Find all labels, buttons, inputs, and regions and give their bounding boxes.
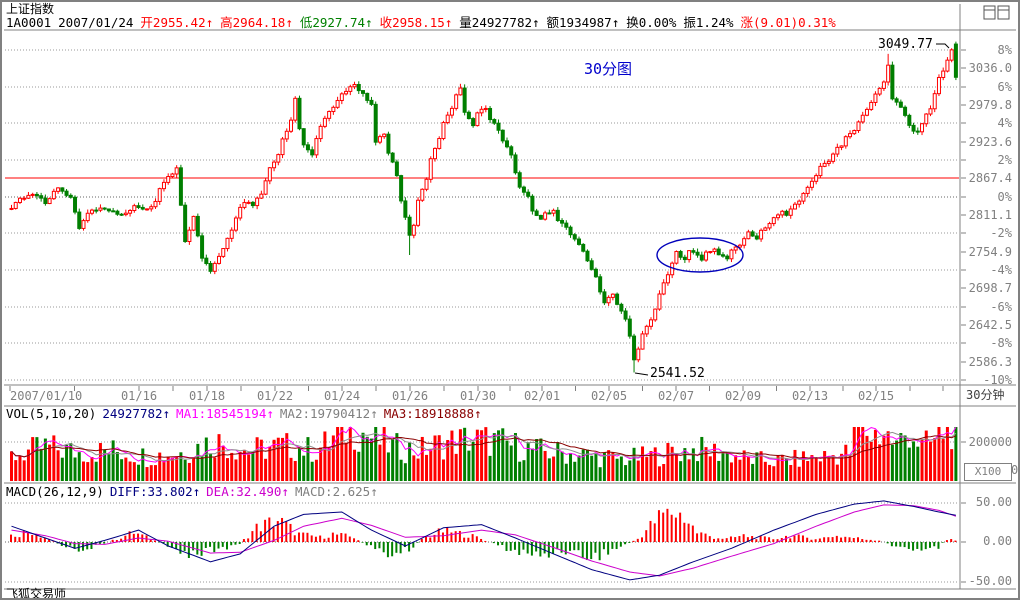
price-axis-label: 2754.9: [968, 245, 1012, 259]
price-axis-label: -4%: [990, 263, 1012, 277]
low-annotation-pointer: [634, 372, 649, 376]
candlestick-series[interactable]: [9, 41, 958, 373]
instrument-name: 上证指数: [6, 2, 55, 16]
volume-bars[interactable]: [10, 427, 958, 481]
macd-histogram[interactable]: [10, 508, 957, 561]
date-axis-label: 01/26: [391, 389, 429, 403]
quote-field: 2007/01/24: [58, 15, 134, 30]
high-price-annotation: 3049.77: [878, 37, 933, 52]
price-axis-label: 6%: [997, 80, 1012, 94]
date-axis-label: 02/07: [657, 389, 695, 403]
quote-field: 高2964.18↑: [220, 15, 293, 30]
price-axis-label: 2867.4: [968, 171, 1012, 185]
volume-indicator-field: MA1:18545194↑: [176, 406, 274, 421]
chart-type-annotation: 30分图: [584, 60, 633, 78]
price-axis-label: 2698.7: [968, 281, 1012, 295]
quote-field: 收2958.15↑: [379, 15, 453, 30]
macd-diff-line: [11, 500, 956, 581]
volume-indicator-field: MA2:19790412↑: [279, 406, 378, 421]
macd-indicator-field: MACD(26,12,9): [6, 484, 104, 499]
price-axis-label: 8%: [997, 43, 1012, 57]
price-axis-label: -8%: [990, 336, 1012, 350]
macd-indicator-field: DEA:32.490↑: [206, 484, 289, 499]
volume-indicator-field: MA3:18918888↑: [383, 406, 482, 421]
volume-indicator-field: VOL(5,10,20): [6, 406, 97, 421]
quote-field: 振1.24%: [683, 15, 734, 30]
macd-indicator-field: DIFF:33.802↑: [109, 484, 201, 499]
date-axis-label: 01/18: [188, 389, 226, 403]
macd-axis-label: 0.00: [983, 534, 1012, 548]
price-axis-label: 2%: [997, 153, 1012, 167]
price-axis-label: 0%: [997, 190, 1012, 204]
date-axis-label: 01/30: [459, 389, 497, 403]
quote-field: 开2955.42↑: [140, 15, 214, 30]
price-axis-label: 2979.8: [968, 98, 1012, 112]
volume-axis-max-label: 200000: [968, 435, 1012, 449]
quote-field: 涨(9.01)0.31%: [740, 15, 836, 30]
price-axis-label: -10%: [983, 373, 1012, 387]
price-gridlines: [5, 49, 959, 381]
date-axis-label: 02/01: [523, 389, 561, 403]
date-axis-label: 01/22: [256, 389, 294, 403]
axis-ticks: [9, 49, 966, 583]
status-bar-app-name: 飞狐交易师: [6, 587, 67, 600]
quote-header-fields: 1A0001 2007/01/24 开2955.42↑ 高2964.18↑ 低2927.…: [6, 16, 843, 30]
price-axis-label: 4%: [997, 116, 1012, 130]
volume-indicator-field: 24927782↑: [102, 406, 171, 421]
price-axis-label: 2642.5: [968, 318, 1012, 332]
quote-field: 换0.00%: [626, 15, 677, 30]
panel-separators: [4, 4, 1016, 590]
volume-panel-header: VOL(5,10,20) 24927782↑ MA1:18545194↑ MA2:19…: [6, 407, 488, 421]
volume-ma3-line: [11, 435, 957, 459]
quote-field: 量24927782↑: [459, 15, 540, 30]
volume-ma1-line: [11, 426, 957, 463]
price-axis-label: 2586.3: [968, 355, 1012, 369]
price-axis-label: -6%: [990, 300, 1012, 314]
low-price-annotation: 2541.52: [650, 366, 705, 381]
price-axis-label: 2811.1: [968, 208, 1012, 222]
date-axis-label: 01/24: [323, 389, 361, 403]
window-tile-icon[interactable]: [983, 5, 1010, 20]
high-annotation-pointer: [936, 43, 950, 49]
date-axis-label: 02/05: [590, 389, 628, 403]
date-axis-label: 02/09: [724, 389, 762, 403]
date-axis-label: 02/13: [791, 389, 829, 403]
quote-field: 额1934987↑: [546, 15, 620, 30]
quote-field: 低2927.74↑: [299, 15, 373, 30]
date-axis-label: 01/16: [120, 389, 158, 403]
quote-field: 1A0001: [6, 15, 52, 30]
volume-axis-zero-label: 0: [1011, 463, 1019, 477]
volume-unit-badge: X100: [964, 463, 1012, 481]
price-axis-label: 3036.0: [968, 61, 1012, 75]
macd-axis-label: 50.00: [975, 495, 1012, 509]
date-axis-label: 2007/01/10: [10, 389, 83, 403]
period-label: 30分钟: [966, 388, 1005, 402]
volume-ma2-line: [11, 431, 957, 462]
macd-indicator-field: MACD:2.625↑: [294, 484, 378, 499]
price-axis-label: -2%: [990, 226, 1012, 240]
macd-dea-line: [11, 504, 957, 577]
macd-axis-label: -50.00: [968, 574, 1012, 588]
price-axis-label: 2923.6: [968, 135, 1012, 149]
consolidation-ellipse-annotation: [656, 237, 744, 273]
macd-panel-header: MACD(26,12,9) DIFF:33.802↑ DEA:32.490↑ MACD…: [6, 485, 384, 499]
date-axis-label: 02/15: [857, 389, 895, 403]
